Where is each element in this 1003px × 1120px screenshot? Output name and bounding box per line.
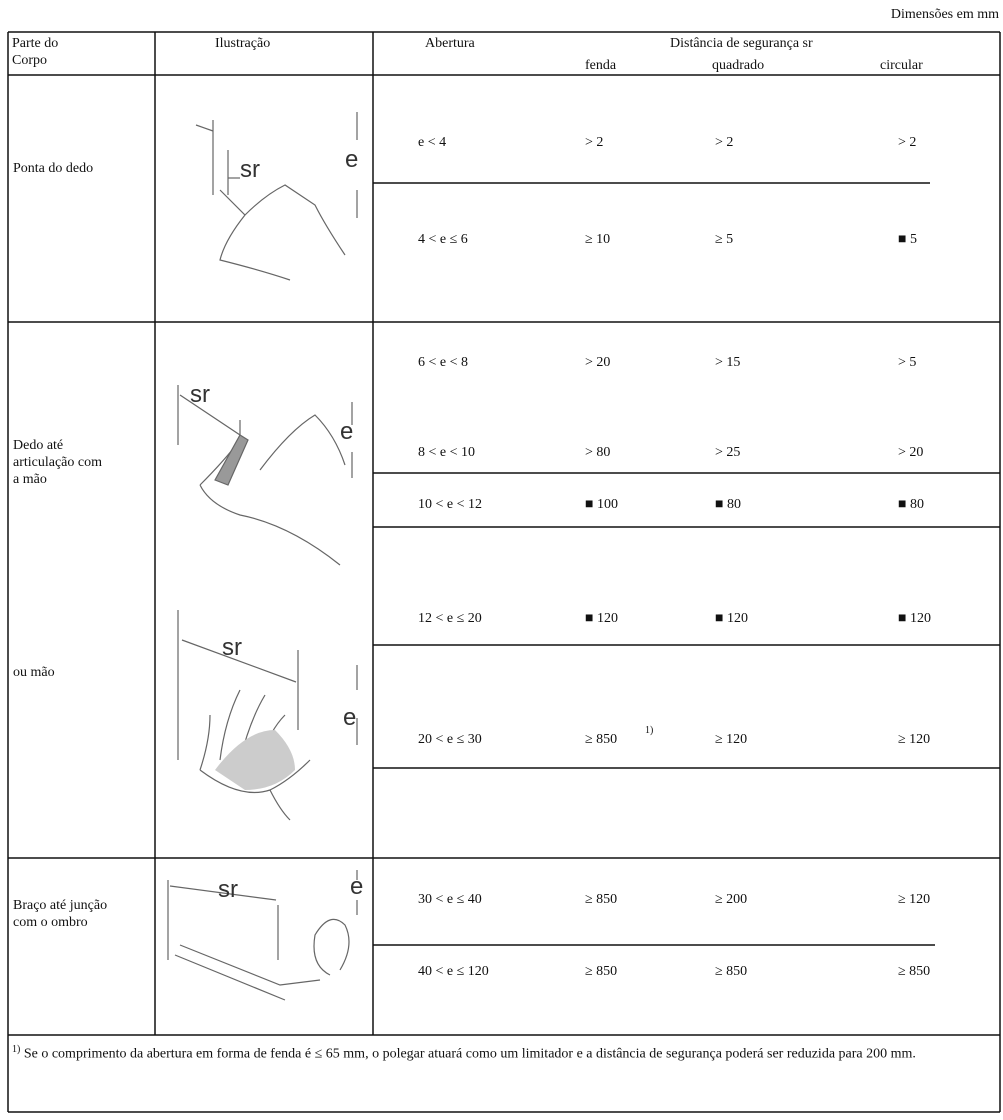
column-header: quadrado	[712, 58, 765, 73]
cell-opening: 20 < e ≤ 30	[418, 732, 482, 747]
cell-circular: > 2	[898, 135, 917, 150]
distance-label: sr	[218, 876, 238, 903]
cell-fenda: ≥ 850	[585, 964, 618, 979]
cell-quadrado: ≥ 850	[715, 964, 748, 979]
body-part: Ponta do dedo	[13, 161, 94, 176]
cell-fenda: ≥ 850	[585, 732, 618, 747]
gap-label: e	[340, 418, 354, 445]
distance-label: sr	[222, 634, 242, 661]
cell-circular: ≥ 120	[898, 892, 931, 907]
cell-circular: ≥ 120	[898, 732, 931, 747]
cell-quadrado: > 25	[715, 445, 741, 460]
cell-opening: 4 < e ≤ 6	[418, 232, 468, 247]
footnote-text: Se o comprimento da abertura em forma de…	[23, 1046, 916, 1062]
cell-opening: e < 4	[418, 135, 447, 150]
footnote-marker: 1)	[12, 1044, 21, 1055]
units-note: Dimensões em mm	[890, 7, 999, 22]
column-header: Parte do Corpo	[12, 36, 59, 68]
column-header: circular	[880, 58, 923, 73]
cell-quadrado: ■ 80	[715, 497, 741, 512]
cell-opening: 8 < e < 10	[418, 445, 476, 460]
cell-opening: 6 < e < 8	[418, 355, 469, 370]
gap-label: e	[350, 873, 364, 900]
column-header: Ilustração	[215, 36, 271, 51]
cell-quadrado: ■ 120	[715, 611, 748, 626]
footnote: 1) Se o comprimento da abertura em forma…	[12, 1040, 992, 1065]
cell-fenda: ■ 100	[585, 497, 618, 512]
cell-circular: > 5	[898, 355, 917, 370]
footnote-ref: 1)	[645, 725, 654, 736]
cell-fenda: > 20	[585, 355, 611, 370]
distance-label: sr	[240, 156, 260, 183]
illustrations	[167, 112, 358, 1001]
column-header: fenda	[585, 58, 617, 73]
cell-opening: 30 < e ≤ 40	[418, 892, 482, 907]
cell-opening: 12 < e ≤ 20	[418, 611, 482, 626]
cell-quadrado: ≥ 5	[715, 232, 734, 247]
cell-quadrado: ≥ 120	[715, 732, 748, 747]
cell-fenda: ≥ 10	[585, 232, 611, 247]
gap-label: e	[343, 704, 357, 731]
cell-fenda: ≥ 850	[585, 892, 618, 907]
column-header: Abertura	[425, 36, 475, 51]
cell-circular: ■ 120	[898, 611, 931, 626]
cell-quadrado: ≥ 200	[715, 892, 748, 907]
distance-label: sr	[190, 381, 210, 408]
column-header: Distância de segurança sr	[670, 36, 813, 51]
cell-circular: > 20	[898, 445, 924, 460]
cell-circular: ≥ 850	[898, 964, 931, 979]
cell-circular: ■ 80	[898, 497, 924, 512]
body-part: ou mão	[13, 665, 55, 680]
gap-label: e	[345, 146, 359, 173]
body-part: Dedo até articulação com a mão	[13, 438, 103, 487]
cell-fenda: > 80	[585, 445, 611, 460]
cell-circular: ■ 5	[898, 232, 917, 247]
cell-fenda: ■ 120	[585, 611, 618, 626]
body-part: Braço até junção com o ombro	[13, 898, 108, 930]
cell-quadrado: > 15	[715, 355, 741, 370]
cell-opening: 40 < e ≤ 120	[418, 964, 489, 979]
cell-opening: 10 < e < 12	[418, 497, 483, 512]
cell-quadrado: > 2	[715, 135, 734, 150]
cell-fenda: > 2	[585, 135, 604, 150]
